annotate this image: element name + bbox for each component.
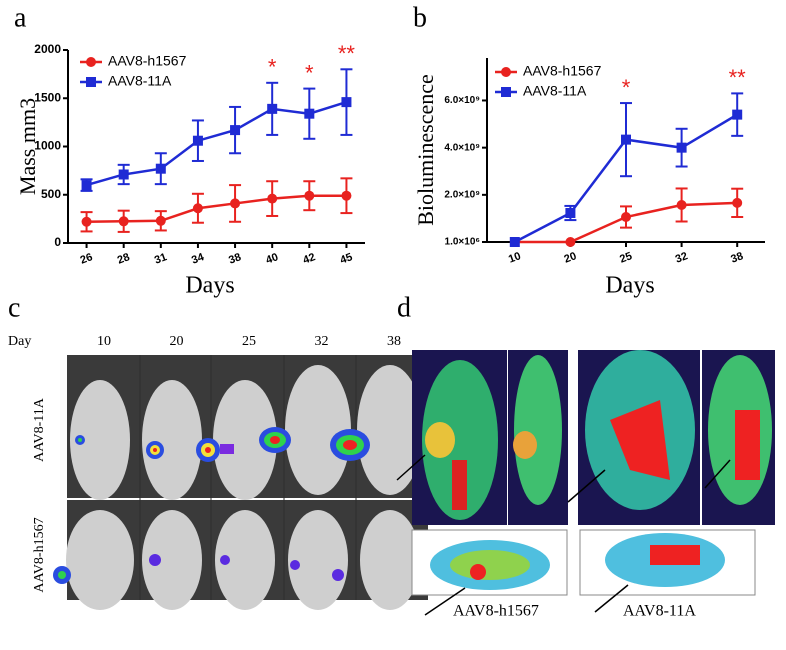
x-tick-label: 40 <box>264 251 280 266</box>
x-tick-label: 42 <box>301 251 317 266</box>
legend-marker <box>501 67 511 77</box>
legend-label: AAV8-11A <box>108 73 172 89</box>
x-tick-label: 45 <box>339 251 355 266</box>
x-axis-title: Days <box>605 273 654 299</box>
point <box>732 197 743 208</box>
panel-d-images <box>396 350 775 616</box>
y-tick-label: 1000 <box>34 139 61 153</box>
panel-label: d <box>397 292 411 323</box>
significance-star: ** <box>338 41 356 66</box>
point <box>81 180 92 191</box>
legend-label: AAV8-h1567 <box>108 53 187 69</box>
significance-star: * <box>622 75 631 100</box>
point <box>118 169 129 180</box>
row-label: AAV8-11A <box>32 397 47 462</box>
significance-star: ** <box>729 65 747 90</box>
legend-marker <box>501 87 511 97</box>
x-tick-label: 25 <box>618 250 634 265</box>
point <box>509 237 520 247</box>
row-label: AAV8-h1567 <box>32 517 47 592</box>
point <box>267 193 278 204</box>
caption: AAV8-h1567 <box>453 603 539 620</box>
day-label: 10 <box>97 334 111 349</box>
significance-star: * <box>268 55 277 80</box>
day-label: Day <box>8 334 31 349</box>
series-line <box>86 194 347 224</box>
point <box>118 216 129 227</box>
series-line <box>86 100 347 187</box>
point <box>565 237 576 247</box>
y-tick-label: 6.0×10⁹ <box>444 95 480 106</box>
point <box>267 103 278 114</box>
y-tick-label: 1500 <box>34 90 61 104</box>
point <box>155 215 166 226</box>
panel-label: a <box>14 2 27 33</box>
point <box>341 97 352 108</box>
point <box>304 190 315 201</box>
y-axis-title: Bioluminescence <box>413 74 438 226</box>
point <box>192 203 203 214</box>
day-label: 25 <box>242 334 256 349</box>
y-tick-label: 1.0×10⁶ <box>445 237 480 248</box>
significance-star: * <box>305 60 314 85</box>
y-axis-title: Mass mm3 <box>15 98 40 195</box>
legend-label: AAV8-h1567 <box>523 63 602 79</box>
x-tick-label: 10 <box>507 250 523 265</box>
point <box>676 199 687 210</box>
day-label: 38 <box>387 334 401 349</box>
panel-label: b <box>413 2 427 33</box>
legend-label: AAV8-11A <box>523 83 587 99</box>
point <box>732 109 743 120</box>
point <box>621 212 631 223</box>
x-tick-label: 34 <box>190 251 206 267</box>
point <box>304 108 315 119</box>
point <box>155 163 166 174</box>
point <box>230 125 241 136</box>
x-tick-label: 32 <box>674 250 690 265</box>
y-tick-label: 2.0×10⁹ <box>444 189 480 200</box>
x-tick-label: 20 <box>563 250 579 265</box>
day-label: 32 <box>315 334 329 349</box>
y-tick-label: 4.0×10⁹ <box>444 142 480 153</box>
x-tick-label: 38 <box>227 251 243 266</box>
point <box>565 208 576 219</box>
x-axis-title: Days <box>185 273 234 299</box>
x-tick-label: 28 <box>116 251 132 266</box>
y-tick-label: 500 <box>41 187 61 201</box>
y-tick-label: 2000 <box>34 42 61 56</box>
legend-marker <box>86 77 96 87</box>
point <box>230 198 241 209</box>
panel-c-images <box>53 355 428 610</box>
point <box>676 142 687 153</box>
day-label: 20 <box>170 334 184 349</box>
panel-label: c <box>8 292 20 323</box>
x-tick-label: 38 <box>729 250 745 265</box>
point <box>192 135 203 146</box>
x-tick-label: 26 <box>79 251 95 266</box>
y-tick-label: 0 <box>54 235 61 249</box>
x-tick-label: 31 <box>153 251 169 266</box>
point <box>621 134 631 145</box>
legend-marker <box>86 57 96 67</box>
caption: AAV8-11A <box>623 603 696 620</box>
point <box>341 190 352 201</box>
point <box>81 216 92 227</box>
